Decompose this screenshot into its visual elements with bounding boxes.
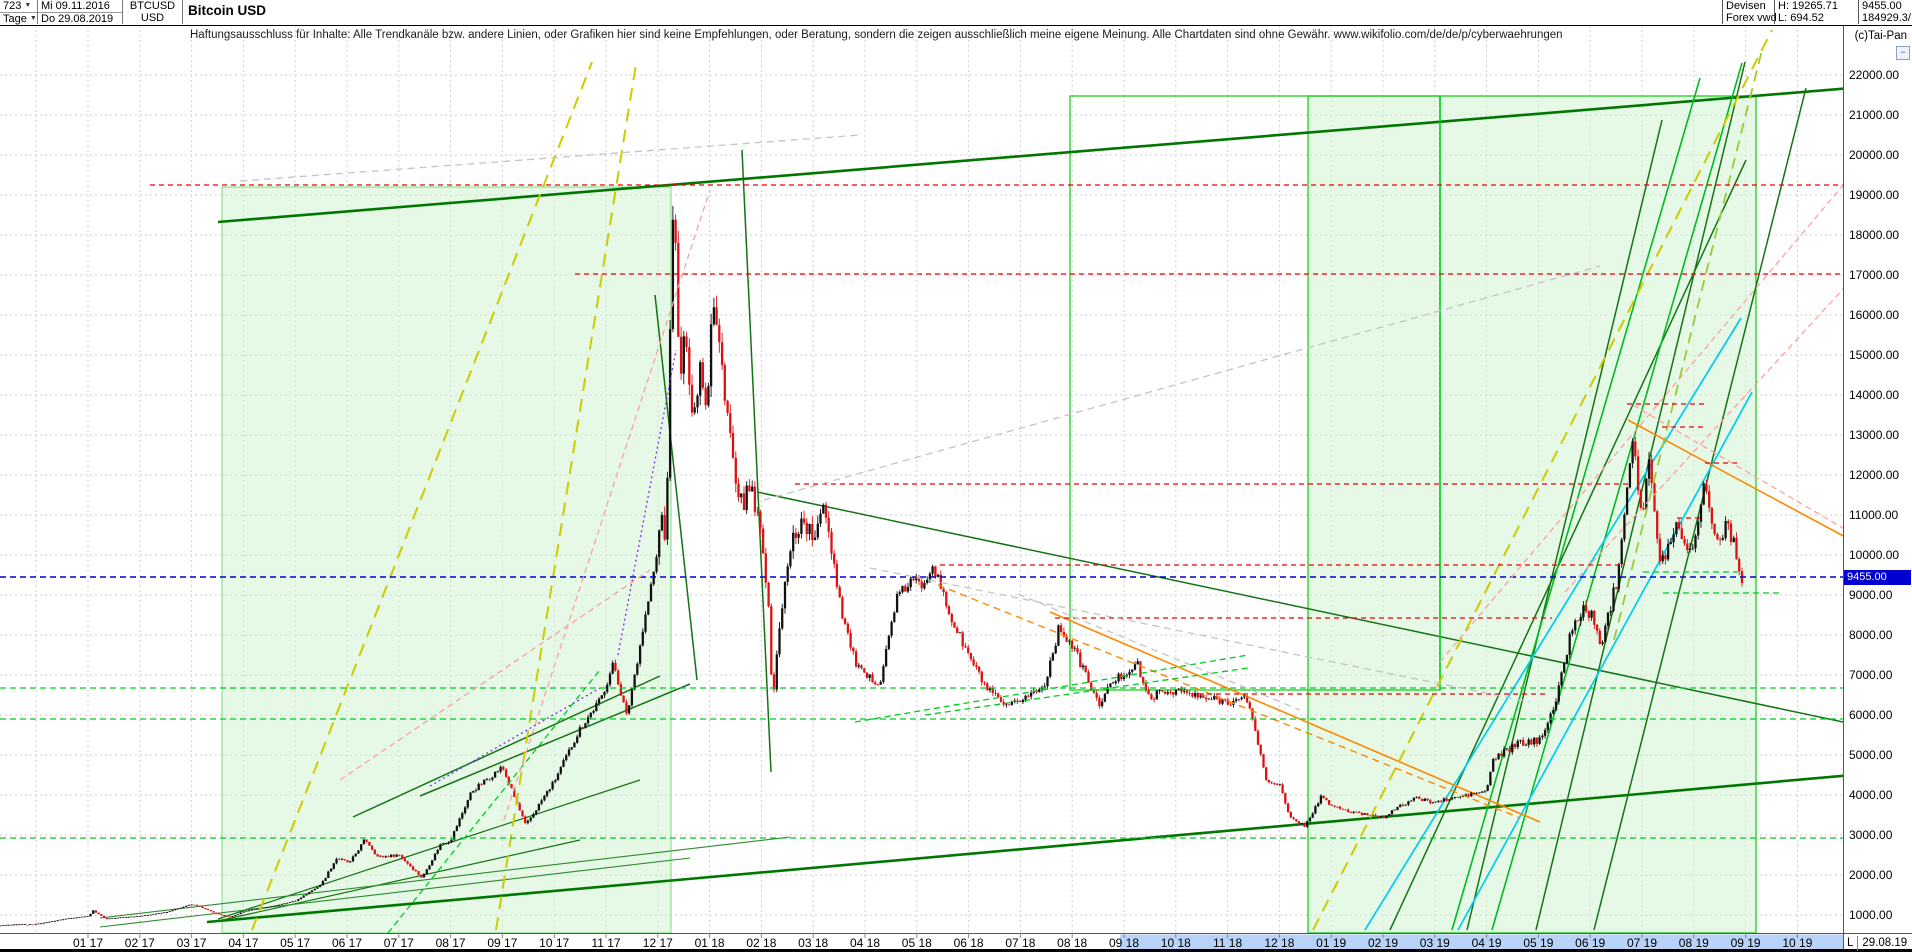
last-price-label: 9455.00 — [1862, 0, 1902, 12]
svg-text:1000.00: 1000.00 — [1849, 908, 1893, 922]
date-to-field[interactable]: Do 29.08.2019 — [38, 12, 122, 25]
svg-text:05 18: 05 18 — [902, 936, 932, 950]
svg-text:10 17: 10 17 — [539, 936, 569, 950]
svg-text:8000.00: 8000.00 — [1849, 628, 1893, 642]
svg-text:5000.00: 5000.00 — [1849, 748, 1893, 762]
symbol-cell: BTCUSD USD — [123, 0, 183, 24]
bars-count-select[interactable]: 723 ▼ — [3, 0, 32, 12]
svg-text:01 17: 01 17 — [73, 936, 103, 950]
svg-text:06 18: 06 18 — [954, 936, 984, 950]
svg-text:9000.00: 9000.00 — [1849, 588, 1893, 602]
svg-text:04 17: 04 17 — [228, 936, 258, 950]
collapse-icon[interactable]: − — [1896, 46, 1910, 60]
toolbar: 723 ▼ Tage ▼ Mi 09.11.2016 Do 29.08.2019 B… — [0, 0, 1912, 26]
source-label: Devisen — [1726, 0, 1766, 12]
svg-text:2000.00: 2000.00 — [1849, 868, 1893, 882]
svg-text:15000.00: 15000.00 — [1849, 348, 1899, 362]
disclaimer-text: Haftungsausschluss für Inhalte: Alle Tre… — [190, 29, 1563, 41]
svg-text:03 19: 03 19 — [1420, 936, 1450, 950]
date-from-field[interactable]: Mi 09.11.2016 — [41, 0, 110, 12]
svg-text:18000.00: 18000.00 — [1849, 228, 1899, 242]
symbol-field[interactable]: BTCUSD — [129, 0, 176, 12]
svg-text:20000.00: 20000.00 — [1849, 148, 1899, 162]
svg-text:01 19: 01 19 — [1316, 936, 1346, 950]
svg-text:02 18: 02 18 — [746, 936, 776, 950]
svg-text:02 17: 02 17 — [125, 936, 155, 950]
svg-text:08 17: 08 17 — [436, 936, 466, 950]
range-marker-letter: L — [1847, 937, 1854, 949]
svg-text:17000.00: 17000.00 — [1849, 268, 1899, 282]
last-price-tag: 9455.00 — [1844, 570, 1911, 585]
svg-text:09 17: 09 17 — [487, 936, 517, 950]
svg-text:07 19: 07 19 — [1627, 936, 1657, 950]
svg-text:22000.00: 22000.00 — [1849, 68, 1899, 82]
svg-text:05 17: 05 17 — [280, 936, 310, 950]
svg-text:07 18: 07 18 — [1005, 936, 1035, 950]
svg-text:11 17: 11 17 — [591, 936, 620, 950]
svg-text:21000.00: 21000.00 — [1849, 108, 1899, 122]
svg-text:09 19: 09 19 — [1731, 936, 1761, 950]
svg-text:14000.00: 14000.00 — [1849, 388, 1899, 402]
svg-text:03 18: 03 18 — [798, 936, 828, 950]
svg-text:12 17: 12 17 — [643, 936, 673, 950]
chevron-down-icon: ▼ — [29, 15, 37, 22]
date-range-cell: Mi 09.11.2016 Do 29.08.2019 — [38, 0, 123, 25]
quote-source-cell: Devisen Forex vwd — [1722, 0, 1777, 24]
svg-text:11000.00: 11000.00 — [1849, 508, 1898, 522]
range-high-label: H: 19265.71 — [1778, 0, 1838, 12]
svg-text:19000.00: 19000.00 — [1849, 188, 1899, 202]
svg-text:05 19: 05 19 — [1523, 936, 1553, 950]
svg-text:04 18: 04 18 — [850, 936, 880, 950]
svg-text:6000.00: 6000.00 — [1849, 708, 1893, 722]
svg-text:10 19: 10 19 — [1782, 936, 1812, 950]
last-date-label: 29.08.19 — [1862, 937, 1908, 949]
svg-text:10 18: 10 18 — [1161, 936, 1191, 950]
bars-count-cell: 723 ▼ Tage ▼ — [0, 0, 38, 25]
svg-text:07 17: 07 17 — [384, 936, 414, 950]
period-select[interactable]: Tage ▼ — [0, 12, 37, 25]
svg-text:12000.00: 12000.00 — [1849, 468, 1899, 482]
svg-text:08 19: 08 19 — [1679, 936, 1709, 950]
range-marker: L 29.08.19 — [1847, 936, 1907, 951]
svg-text:4000.00: 4000.00 — [1849, 788, 1893, 802]
volume-label: 184929.3/ — [1862, 12, 1911, 24]
quote-last-cell: 9455.00 184929.3/ — [1858, 0, 1912, 24]
svg-text:03 17: 03 17 — [177, 936, 207, 950]
page-title: Bitcoin USD — [188, 3, 267, 18]
svg-text:11 18: 11 18 — [1213, 936, 1242, 950]
svg-text:08 18: 08 18 — [1057, 936, 1087, 950]
svg-text:12 18: 12 18 — [1264, 936, 1294, 950]
svg-text:10000.00: 10000.00 — [1849, 548, 1899, 562]
quote-highlow-cell: H: 19265.71 L: 694.52 — [1774, 0, 1859, 24]
divider — [1857, 936, 1859, 951]
source-feed-label: Forex vwd — [1726, 12, 1777, 24]
range-low-label: L: 694.52 — [1778, 12, 1824, 24]
svg-text:7000.00: 7000.00 — [1849, 668, 1893, 682]
svg-text:16000.00: 16000.00 — [1849, 308, 1899, 322]
svg-text:01 18: 01 18 — [695, 936, 725, 950]
svg-text:09 18: 09 18 — [1109, 936, 1139, 950]
svg-text:06 19: 06 19 — [1575, 936, 1605, 950]
svg-text:04 19: 04 19 — [1472, 936, 1502, 950]
svg-text:06 17: 06 17 — [332, 936, 362, 950]
currency-label: USD — [140, 12, 165, 24]
copyright-label: (c)Tai-Pan — [1854, 30, 1907, 42]
svg-text:13000.00: 13000.00 — [1849, 428, 1899, 442]
chevron-down-icon: ▼ — [24, 2, 32, 9]
svg-text:3000.00: 3000.00 — [1849, 828, 1893, 842]
svg-text:02 19: 02 19 — [1368, 936, 1398, 950]
